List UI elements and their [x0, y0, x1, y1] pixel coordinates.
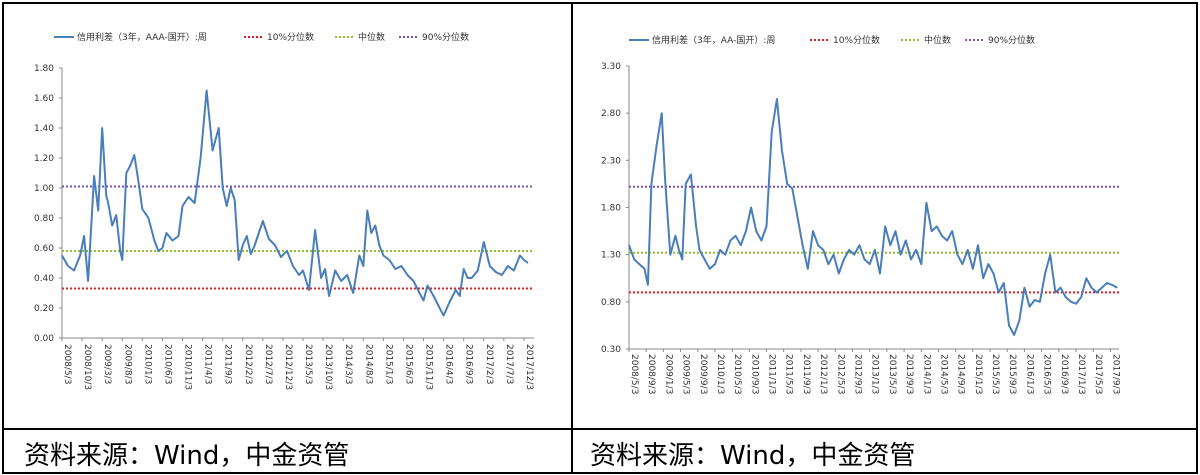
- x-tick-label: 2017/1/3: [1076, 354, 1086, 394]
- x-tick-label: 2017/5/3: [1093, 354, 1103, 394]
- x-tick-label: 2010/6/3: [162, 344, 172, 384]
- x-tick-label: 2015/11/3: [424, 344, 434, 390]
- x-tick-label: 2009/5/3: [681, 354, 691, 394]
- x-tick-label: 2010/11/3: [183, 344, 193, 390]
- source-note-right: 资料来源：Wind，中金资管: [590, 431, 1190, 475]
- y-tick-label: 2.80: [601, 109, 621, 119]
- x-tick-label: 2008/5/3: [629, 354, 639, 394]
- table-border-top: [2, 2, 1198, 4]
- table-border-center: [571, 2, 573, 474]
- legend-label: 中位数: [924, 34, 951, 46]
- x-tick-label: 2009/1/3: [663, 354, 673, 394]
- y-tick-label: 0.60: [34, 244, 54, 254]
- y-tick-label: 1.30: [601, 251, 621, 261]
- y-tick-label: 1.20: [34, 154, 54, 164]
- y-tick-label: 0.20: [34, 304, 54, 314]
- x-tick-label: 2013/5/3: [887, 354, 897, 394]
- x-tick-label: 2008/9/3: [646, 354, 656, 394]
- source-note-left: 资料来源：Wind，中金资管: [24, 431, 564, 475]
- x-tick-label: 2011/5/3: [784, 354, 794, 394]
- y-tick-label: 1.40: [34, 124, 54, 134]
- table-border-middle: [2, 428, 1198, 430]
- x-tick-label: 2017/7/3: [504, 344, 514, 384]
- y-tick-label: 0.30: [601, 345, 621, 355]
- x-tick-label: 2011/4/3: [203, 344, 213, 384]
- x-tick-label: 2010/1/3: [142, 344, 152, 384]
- x-tick-label: 2016/4/3: [444, 344, 454, 384]
- x-tick-label: 2010/1/3: [715, 354, 725, 394]
- legend-label: 90%分位数: [422, 31, 469, 43]
- chart-svg-right: 0.30 0.80 1.30 1.80 2.30 2.80 3.30 2008/5/3 2008…: [601, 34, 1120, 394]
- series-line: [628, 98, 1118, 336]
- x-tick-label: 2013/9/3: [904, 354, 914, 394]
- legend-label: 90%分位数: [988, 34, 1035, 46]
- x-tick-label: 2015/6/3: [403, 344, 413, 384]
- x-tick-label: 2015/1/3: [383, 344, 393, 384]
- y-tick-label: 1.00: [34, 184, 54, 194]
- legend-label: 中位数: [358, 31, 385, 43]
- x-tick-label: 2016/9/3: [1059, 354, 1069, 394]
- x-tick-label: 2008/10/3: [82, 344, 92, 390]
- legend-label: 信用利差（3年，AA-国开）:周: [652, 34, 775, 46]
- x-tick-label: 2015/5/3: [990, 354, 1000, 394]
- chart-right: 0.30 0.80 1.30 1.80 2.30 2.80 3.30 2008/5/3 2008…: [574, 4, 1140, 428]
- legend-label: 10%分位数: [833, 34, 880, 46]
- y-tick-label: 0.00: [34, 334, 54, 344]
- x-tick-label: 2016/1/3: [1024, 354, 1034, 394]
- x-tick-label: 2009/3/3: [102, 344, 112, 384]
- table-border-right: [1196, 2, 1198, 474]
- x-tick-label: 2014/3/3: [343, 344, 353, 384]
- table-border-left: [2, 2, 4, 474]
- x-tick-label: 2008/5/3: [62, 344, 72, 384]
- x-tick-label: 2009/8/3: [122, 344, 132, 384]
- y-tick-label: 0.80: [601, 298, 621, 308]
- x-tick-label: 2014/8/3: [363, 344, 373, 384]
- y-tick-label: 1.80: [34, 64, 54, 74]
- x-tick-label: 2017/2/3: [484, 344, 494, 384]
- series-line: [61, 89, 529, 317]
- x-tick-label: 2012/9/3: [853, 354, 863, 394]
- source-text-right: 资料来源：Wind，中金资管: [590, 440, 916, 471]
- x-tick-label: 2011/1/3: [767, 354, 777, 394]
- x-tick-label: 2012/1/3: [818, 354, 828, 394]
- x-tick-label: 2016/5/3: [1042, 354, 1052, 394]
- x-tick-label: 2014/5/3: [938, 354, 948, 394]
- x-tick-label: 2015/9/3: [1007, 354, 1017, 394]
- source-text-left: 资料来源：Wind，中金资管: [24, 440, 350, 471]
- legend-label: 10%分位数: [267, 31, 314, 43]
- x-tick-label: 2010/9/3: [749, 354, 759, 394]
- x-tick-label: 2012/12/3: [283, 344, 293, 390]
- x-tick-label: 2013/10/3: [323, 344, 333, 390]
- x-tick-label: 2017/9/3: [1110, 354, 1120, 394]
- x-tick-label: 2013/5/3: [303, 344, 313, 384]
- x-tick-label: 2012/5/3: [835, 354, 845, 394]
- chart-svg-left: 0.00 0.20 0.40 0.60 0.80 1.00 1.20 1.40 1.60 1.80…: [34, 31, 534, 390]
- x-tick-label: 2012/7/3: [263, 344, 273, 384]
- x-tick-label: 2012/2/3: [243, 344, 253, 384]
- x-tick-label: 2011/9/3: [801, 354, 811, 394]
- x-tick-label: 2015/1/3: [973, 354, 983, 394]
- y-tick-label: 0.40: [34, 274, 54, 284]
- y-tick-label: 0.80: [34, 214, 54, 224]
- y-tick-label: 3.30: [601, 62, 621, 72]
- y-tick-label: 1.80: [601, 204, 621, 214]
- x-tick-label: 2014/9/3: [956, 354, 966, 394]
- y-tick-label: 1.60: [34, 94, 54, 104]
- x-tick-label: 2010/5/3: [732, 354, 742, 394]
- table-border-bottom: [2, 472, 1198, 474]
- x-tick-label: 2016/9/3: [464, 344, 474, 384]
- chart-left: 0.00 0.20 0.40 0.60 0.80 1.00 1.20 1.40 1.60 1.80…: [4, 4, 570, 428]
- x-tick-label: 2011/9/3: [223, 344, 233, 384]
- legend-label: 信用利差（3年，AAA-国开）:周: [77, 31, 207, 43]
- y-tick-label: 2.30: [601, 156, 621, 166]
- x-tick-label: 2013/1/3: [870, 354, 880, 394]
- x-tick-label: 2009/9/3: [698, 354, 708, 394]
- x-tick-label: 2017/12/3: [524, 344, 534, 390]
- x-tick-label: 2014/1/3: [921, 354, 931, 394]
